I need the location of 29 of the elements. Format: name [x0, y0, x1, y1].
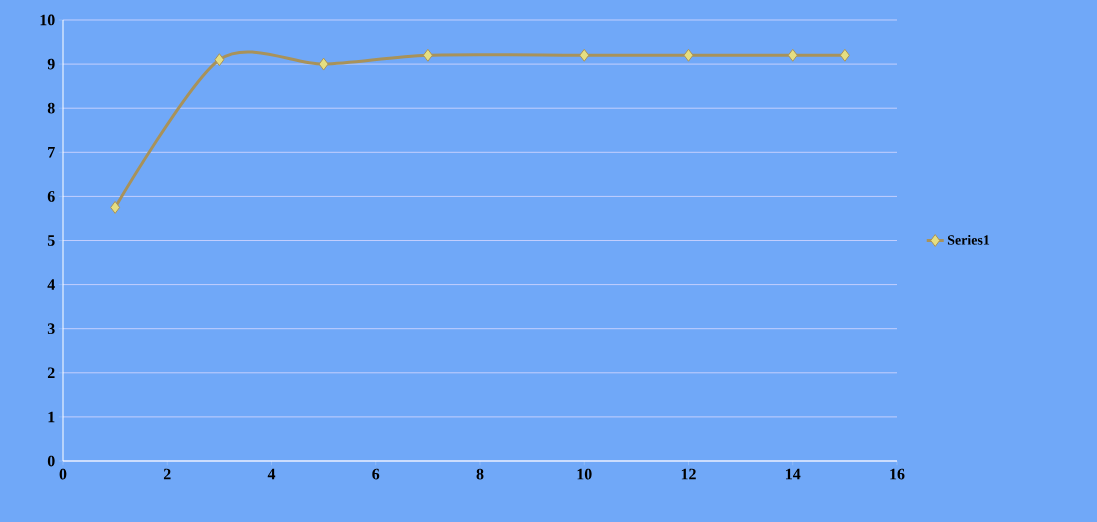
y-tick-label: 7	[48, 147, 55, 158]
point	[110, 200, 121, 214]
y-tick-label: 6	[47, 191, 55, 202]
point	[318, 57, 329, 71]
legend-label: Series1	[947, 234, 990, 245]
x-tick-label: 2	[163, 468, 171, 480]
x-tick-label: 4	[267, 468, 276, 480]
x-tick-label: 16	[890, 468, 905, 480]
y-tick-label: 9	[47, 58, 55, 70]
point	[787, 48, 798, 62]
y-tick-label: 4	[47, 279, 55, 290]
x-tick-label: 14	[786, 468, 801, 480]
point	[839, 48, 850, 62]
y-tick-label: 3	[47, 323, 55, 335]
point	[214, 53, 225, 67]
x-tick-label: 12	[681, 468, 696, 480]
y-tick-label: 2	[47, 367, 55, 379]
y-tick-label: 10	[40, 14, 55, 26]
y-tick-label: 0	[47, 455, 55, 467]
x-tick-label: 6	[372, 468, 380, 480]
x-tick-label: 0	[59, 468, 67, 480]
x-tick-label: 10	[577, 468, 592, 480]
y-tick-label: 1	[48, 411, 55, 423]
y-tick-label: 5	[47, 235, 55, 246]
x-tick-label: 8	[476, 468, 484, 480]
point	[683, 48, 694, 62]
point	[422, 48, 433, 62]
y-tick-label: 8	[47, 102, 55, 114]
point	[579, 48, 590, 62]
